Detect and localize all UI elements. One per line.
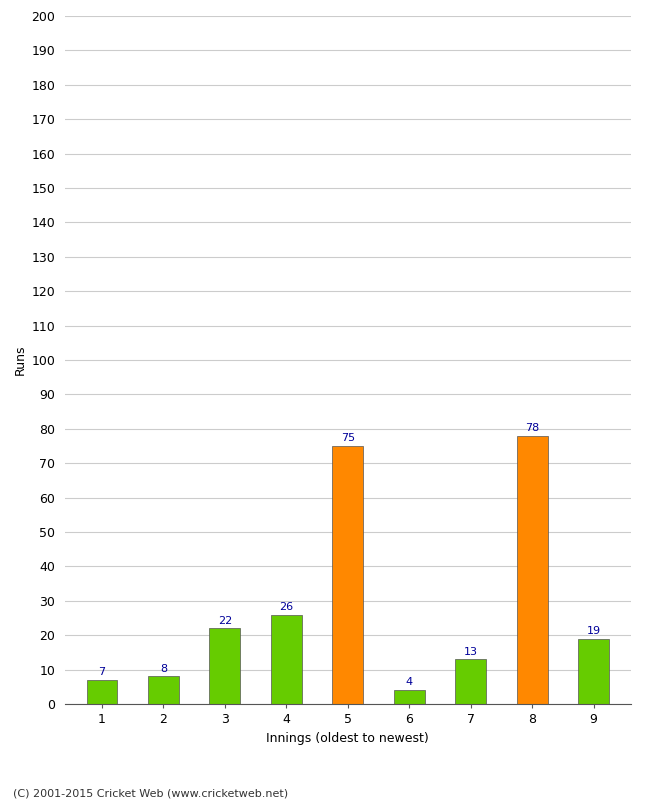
Bar (578, 638, 609, 704)
Bar (455, 659, 486, 704)
Bar (394, 690, 424, 704)
Text: 78: 78 (525, 423, 540, 433)
Text: 26: 26 (280, 602, 293, 612)
Text: 8: 8 (160, 664, 167, 674)
X-axis label: Innings (oldest to newest): Innings (oldest to newest) (266, 731, 429, 745)
Text: 75: 75 (341, 434, 355, 443)
Text: (C) 2001-2015 Cricket Web (www.cricketweb.net): (C) 2001-2015 Cricket Web (www.cricketwe… (13, 788, 288, 798)
Bar (148, 677, 179, 704)
Text: 19: 19 (586, 626, 601, 636)
Text: 13: 13 (463, 646, 478, 657)
Bar (86, 680, 117, 704)
Text: 7: 7 (98, 667, 105, 677)
Text: 4: 4 (406, 678, 413, 687)
Y-axis label: Runs: Runs (14, 345, 27, 375)
Bar (332, 446, 363, 704)
Bar (517, 436, 547, 704)
Bar (271, 614, 302, 704)
Text: 22: 22 (218, 615, 232, 626)
Bar (209, 628, 240, 704)
